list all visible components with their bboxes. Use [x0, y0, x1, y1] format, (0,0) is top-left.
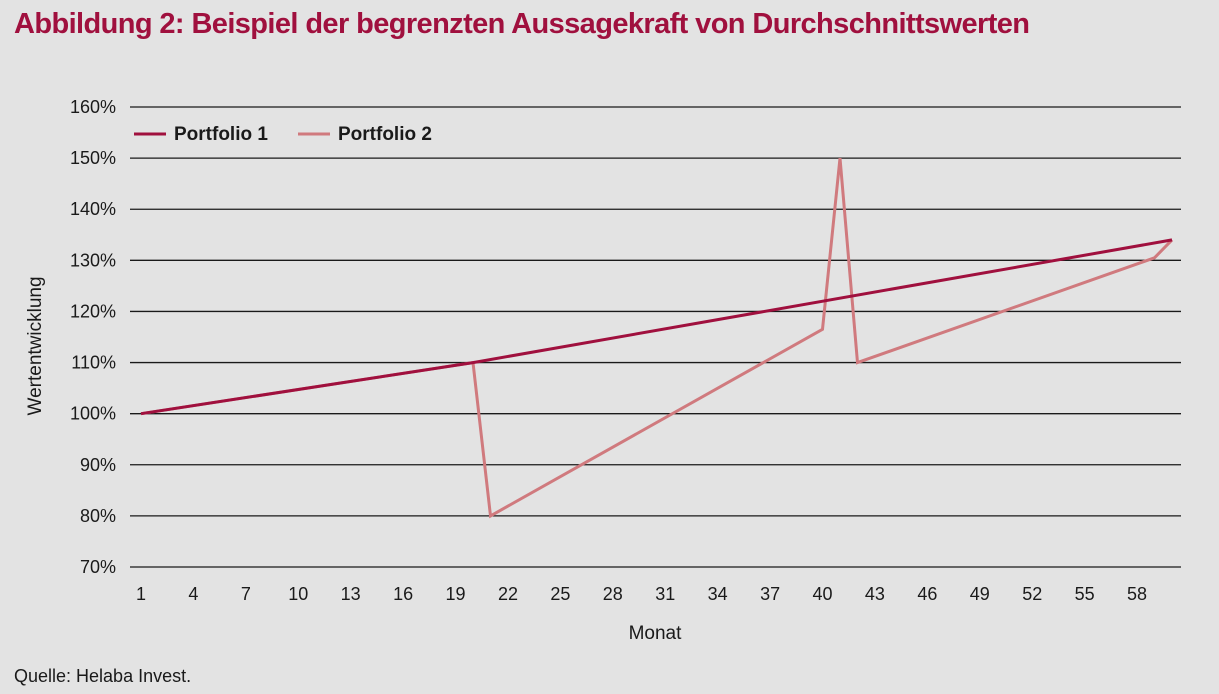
- legend: Portfolio 1 Portfolio 2: [134, 124, 432, 145]
- x-tick-label: 43: [865, 584, 885, 604]
- y-tick-label: 120%: [70, 301, 116, 321]
- y-tick-label: 150%: [70, 148, 116, 168]
- x-tick-label: 55: [1075, 584, 1095, 604]
- legend-label: Portfolio 1: [174, 124, 268, 145]
- y-axis-label: Wertentwicklung: [25, 276, 46, 415]
- source-note: Quelle: Helaba Invest.: [14, 666, 192, 686]
- x-axis-ticks: 1 4 7 10 13 16 19 22 25 28 31 34 37 40 43 46 49 52 55 58: [136, 584, 1147, 604]
- y-axis-ticks: 70% 80% 90% 100% 110% 120% 130% 140% 150% 160%: [70, 97, 116, 577]
- x-tick-label: 13: [341, 584, 361, 604]
- x-tick-label: 52: [1022, 584, 1042, 604]
- x-axis-label: Monat: [629, 623, 683, 644]
- y-tick-label: 160%: [70, 97, 116, 117]
- x-tick-label: 4: [188, 584, 198, 604]
- y-tick-label: 110%: [71, 353, 116, 373]
- x-tick-label: 7: [241, 584, 251, 604]
- x-tick-label: 40: [812, 584, 832, 604]
- y-tick-label: 130%: [70, 250, 116, 270]
- y-tick-label: 70%: [80, 557, 116, 577]
- x-tick-label: 16: [393, 584, 413, 604]
- x-tick-label: 25: [550, 584, 570, 604]
- legend-label: Portfolio 2: [338, 124, 432, 145]
- x-tick-label: 34: [708, 584, 728, 604]
- x-tick-label: 49: [970, 584, 990, 604]
- x-tick-label: 19: [446, 584, 466, 604]
- x-tick-label: 10: [288, 584, 308, 604]
- x-tick-label: 46: [917, 584, 937, 604]
- y-tick-label: 80%: [80, 506, 116, 526]
- grid-lines: [130, 106, 1181, 568]
- y-tick-label: 90%: [80, 455, 116, 475]
- x-tick-label: 28: [603, 584, 623, 604]
- x-tick-label: 1: [136, 584, 146, 604]
- series-line-portfolio-1: [140, 238, 1173, 416]
- x-tick-label: 58: [1127, 584, 1147, 604]
- chart-title: Abbildung 2: Beispiel der begrenzten Aus…: [14, 8, 1030, 40]
- y-tick-label: 140%: [70, 199, 116, 219]
- series-line-portfolio-2: [140, 157, 1174, 519]
- x-tick-label: 22: [498, 584, 518, 604]
- x-tick-label: 37: [760, 584, 780, 604]
- x-tick-label: 31: [655, 584, 675, 604]
- y-tick-label: 100%: [70, 404, 116, 424]
- series-lines: [140, 157, 1174, 519]
